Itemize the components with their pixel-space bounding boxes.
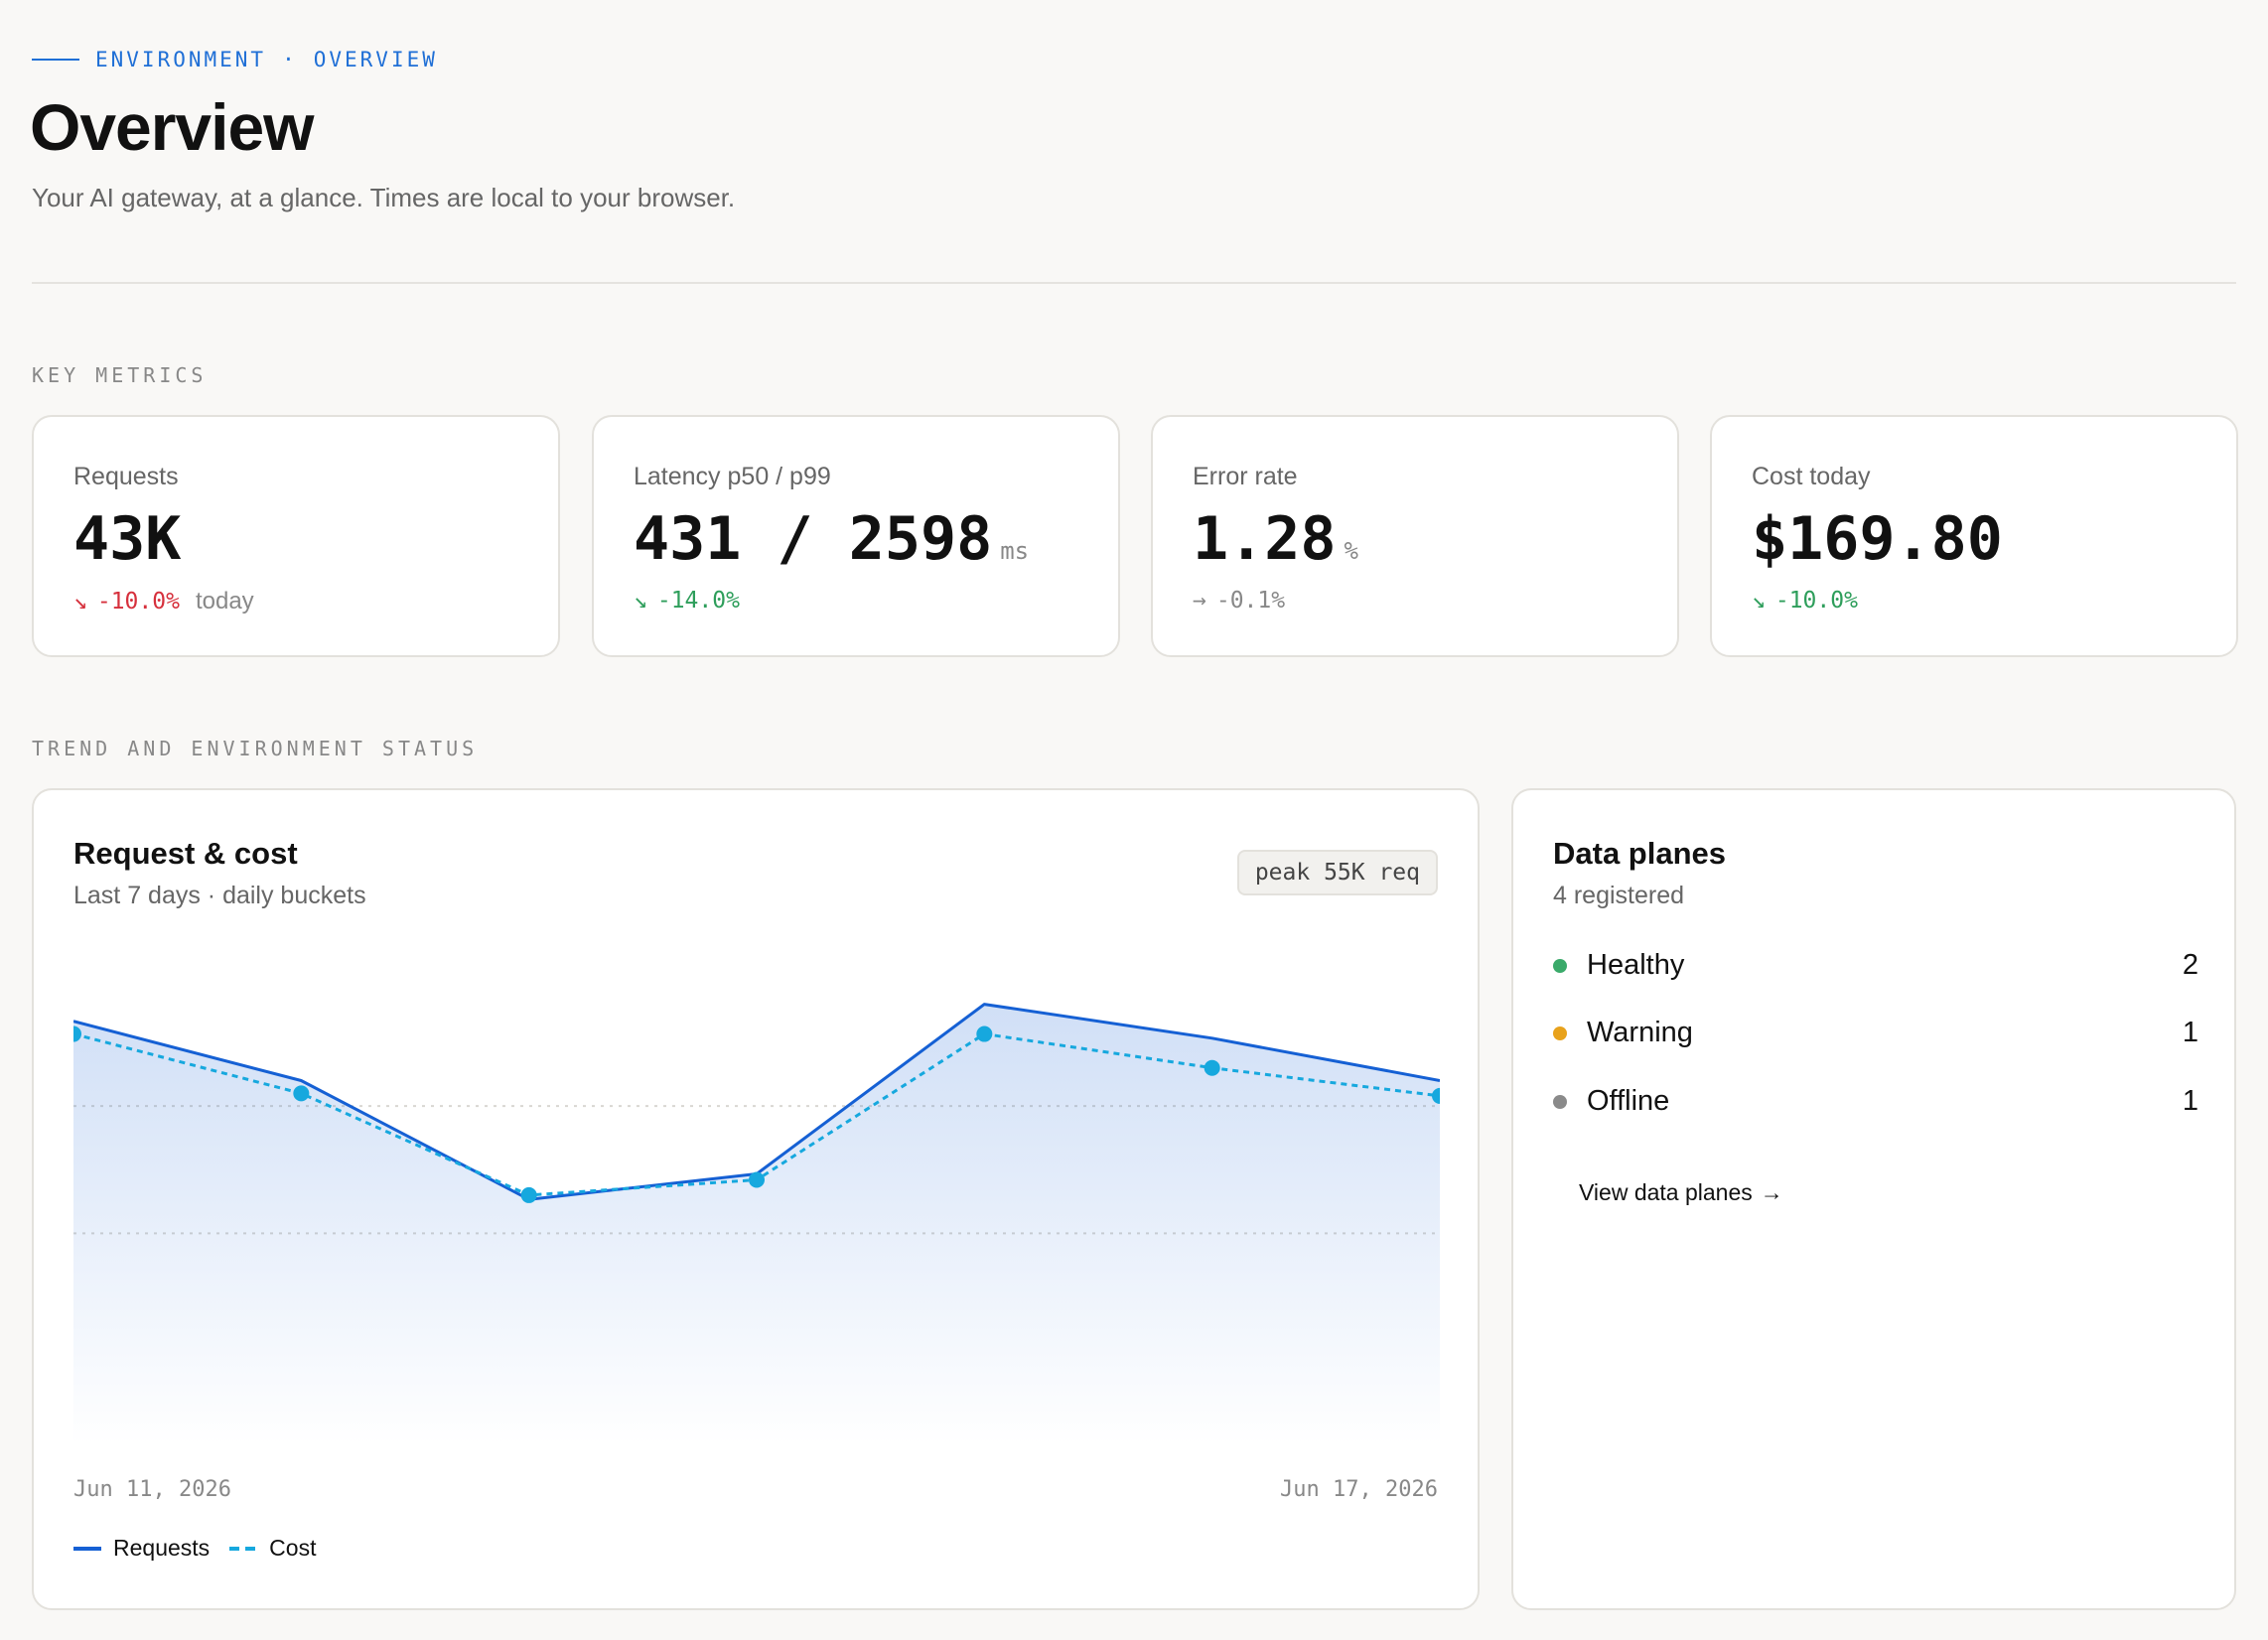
request-cost-card: Request & cost Last 7 days · daily bucke… bbox=[32, 788, 1480, 1610]
metric-card-cost: Cost today $169.80 ↘ -10.0% bbox=[1710, 415, 2238, 657]
chart-card-title: Request & cost bbox=[73, 836, 298, 871]
data-point-cost-5[interactable] bbox=[1204, 1059, 1220, 1076]
page-title: Overview bbox=[30, 90, 315, 164]
metric-delta: → -0.1% bbox=[1193, 588, 1285, 614]
data-planes-card: Data planes 4 registered Healthy 2 Warni… bbox=[1511, 788, 2236, 1610]
breadcrumb-environment[interactable]: ENVIRONMENT bbox=[95, 48, 267, 71]
breadcrumb-separator: · bbox=[282, 48, 298, 71]
data-point-cost-6[interactable] bbox=[1432, 1087, 1440, 1104]
data-plane-status-name: Offline bbox=[1587, 1085, 1670, 1117]
breadcrumb-line bbox=[32, 59, 79, 61]
request-cost-chart bbox=[73, 1003, 1440, 1445]
metric-label: Error rate bbox=[1193, 463, 1298, 490]
metric-value-number: 1.28 bbox=[1193, 504, 1337, 574]
metric-value-number: 43K bbox=[73, 504, 182, 574]
arrow-down-right-icon: ↘ bbox=[634, 588, 647, 614]
metric-unit: ms bbox=[1000, 537, 1030, 565]
status-dot-warning bbox=[1553, 1025, 1567, 1040]
data-plane-row-offline[interactable]: Offline 1 bbox=[1553, 1085, 2198, 1118]
metric-label: Latency p50 / p99 bbox=[634, 463, 831, 490]
metric-value: 431 / 2598 ms bbox=[634, 504, 1029, 574]
metric-delta-value: -14.0% bbox=[656, 588, 740, 614]
view-data-planes-label: View data planes bbox=[1579, 1179, 1753, 1205]
breadcrumb-page: OVERVIEW bbox=[313, 48, 438, 71]
arrow-right-icon: → bbox=[1193, 588, 1206, 614]
data-plane-row-healthy[interactable]: Healthy 2 bbox=[1553, 949, 2198, 982]
status-dot-healthy bbox=[1553, 958, 1567, 973]
data-planes-subtitle: 4 registered bbox=[1553, 882, 1685, 909]
data-planes-title: Data planes bbox=[1553, 836, 1727, 871]
x-axis-start-label: Jun 11, 2026 bbox=[73, 1477, 231, 1502]
section-label-key-metrics: KEY METRICS bbox=[32, 363, 208, 387]
legend-item-cost[interactable]: Cost bbox=[229, 1535, 316, 1562]
metric-value: 1.28 % bbox=[1193, 504, 1358, 574]
metric-value: 43K bbox=[73, 504, 181, 574]
breadcrumb: ENVIRONMENT · OVERVIEW bbox=[32, 48, 438, 71]
arrow-right-icon: → bbox=[1760, 1179, 1783, 1205]
metric-delta-value: -0.1% bbox=[1215, 588, 1286, 614]
metric-delta: ↘ -10.0% today bbox=[73, 588, 254, 615]
metric-value-number: $169.80 bbox=[1752, 504, 2003, 574]
metric-card-requests: Requests 43K ↘ -10.0% today bbox=[32, 415, 560, 657]
data-point-cost-0[interactable] bbox=[73, 1025, 81, 1042]
view-data-planes-link[interactable]: View data planes → bbox=[1579, 1179, 1783, 1206]
arrow-down-right-icon: ↘ bbox=[1752, 588, 1766, 614]
metric-label: Cost today bbox=[1752, 463, 1871, 490]
legend-label-cost: Cost bbox=[269, 1535, 317, 1561]
arrow-down-right-icon: ↘ bbox=[73, 589, 87, 615]
legend-swatch-requests bbox=[73, 1546, 101, 1551]
data-plane-status-name: Healthy bbox=[1587, 949, 1685, 981]
metric-value: $169.80 bbox=[1752, 504, 2003, 574]
legend-swatch-cost bbox=[229, 1546, 258, 1551]
metric-delta-note: today bbox=[195, 588, 254, 615]
metric-value-number: 431 / 2598 bbox=[634, 504, 993, 574]
data-point-cost-3[interactable] bbox=[749, 1171, 765, 1188]
data-plane-status-count: 2 bbox=[2182, 949, 2198, 981]
peak-badge: peak 55K req bbox=[1236, 850, 1438, 895]
metric-delta: ↘ -10.0% bbox=[1752, 588, 1858, 614]
status-dot-offline bbox=[1553, 1094, 1567, 1109]
data-point-cost-1[interactable] bbox=[293, 1085, 310, 1102]
header-divider bbox=[32, 282, 2236, 284]
x-axis-end-label: Jun 17, 2026 bbox=[1280, 1477, 1438, 1502]
metric-delta: ↘ -14.0% bbox=[634, 588, 740, 614]
data-plane-status-count: 1 bbox=[2182, 1017, 2198, 1048]
section-label-trend-status: TREND AND ENVIRONMENT STATUS bbox=[32, 737, 479, 760]
metric-delta-value: -10.0% bbox=[96, 589, 180, 615]
legend-item-requests[interactable]: Requests bbox=[73, 1535, 210, 1562]
metric-label: Requests bbox=[73, 463, 179, 490]
metric-card-error-rate: Error rate 1.28 % → -0.1% bbox=[1151, 415, 1679, 657]
metric-delta-value: -10.0% bbox=[1774, 588, 1858, 614]
data-point-cost-2[interactable] bbox=[520, 1186, 537, 1203]
metric-unit: % bbox=[1344, 537, 1358, 565]
metric-card-latency: Latency p50 / p99 431 / 2598 ms ↘ -14.0% bbox=[592, 415, 1120, 657]
data-point-cost-4[interactable] bbox=[976, 1025, 993, 1042]
data-plane-status-name: Warning bbox=[1587, 1017, 1693, 1048]
series-area-requests bbox=[73, 1004, 1440, 1445]
chart-card-subtitle: Last 7 days · daily buckets bbox=[73, 882, 366, 909]
data-plane-status-count: 1 bbox=[2182, 1085, 2198, 1117]
legend-label-requests: Requests bbox=[113, 1535, 211, 1561]
page-subtitle: Your AI gateway, at a glance. Times are … bbox=[32, 183, 736, 212]
chart-legend: Requests Cost bbox=[73, 1535, 320, 1562]
data-plane-row-warning[interactable]: Warning 1 bbox=[1553, 1017, 2198, 1049]
